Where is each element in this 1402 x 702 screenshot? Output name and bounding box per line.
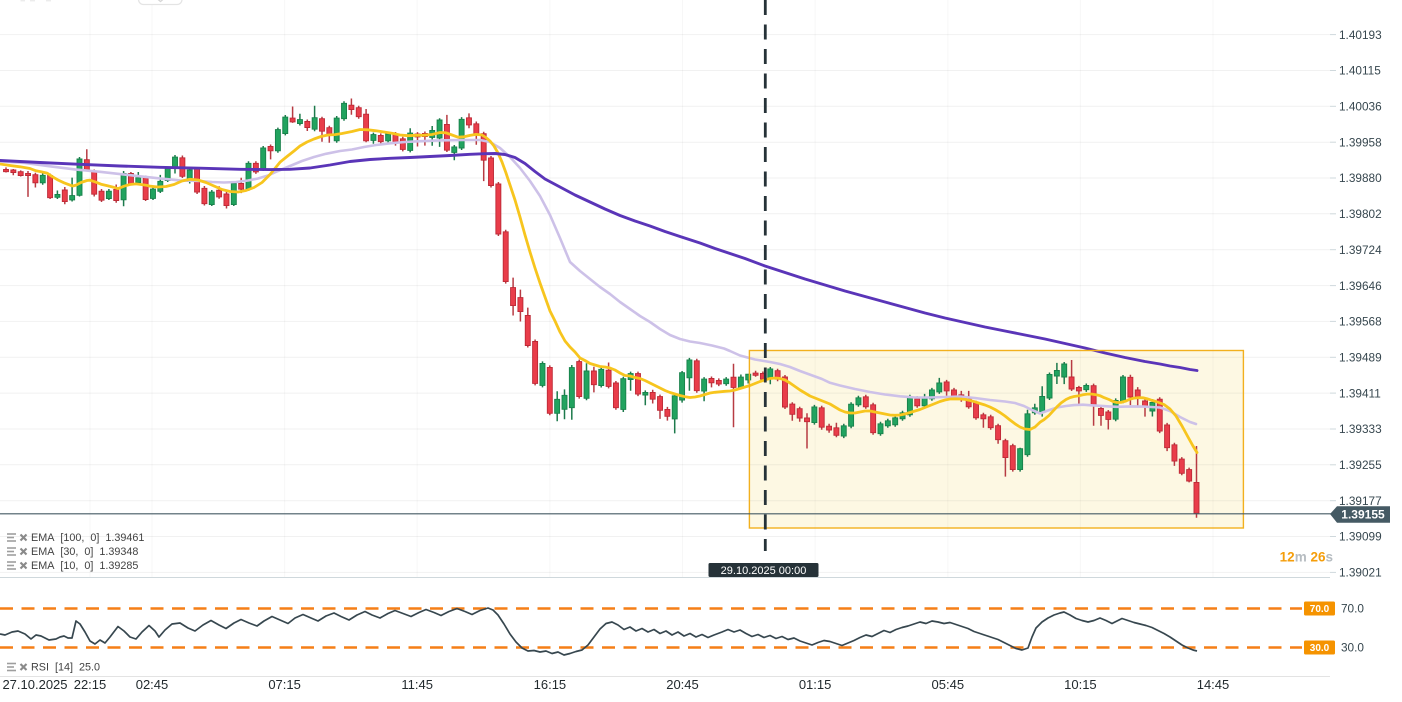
svg-text:1.40193: 1.40193 bbox=[1339, 28, 1382, 42]
svg-text:1.39255: 1.39255 bbox=[1339, 458, 1382, 472]
svg-text:07:15: 07:15 bbox=[268, 677, 301, 692]
svg-text:1.39021: 1.39021 bbox=[1339, 566, 1382, 580]
svg-text:16:15: 16:15 bbox=[534, 677, 567, 692]
svg-text:22:15: 22:15 bbox=[74, 677, 107, 692]
svg-text:20:45: 20:45 bbox=[666, 677, 699, 692]
svg-text:1.39802: 1.39802 bbox=[1339, 207, 1382, 221]
svg-text:1.39155: 1.39155 bbox=[1341, 508, 1385, 522]
svg-text:1.39333: 1.39333 bbox=[1339, 422, 1382, 436]
svg-text:29.10.2025 00:00: 29.10.2025 00:00 bbox=[721, 565, 807, 577]
svg-text:27.10.2025: 27.10.2025 bbox=[2, 677, 67, 692]
svg-text:1.39880: 1.39880 bbox=[1339, 171, 1382, 185]
svg-text:30.0: 30.0 bbox=[1310, 643, 1330, 654]
svg-text:70.0: 70.0 bbox=[1310, 604, 1330, 615]
svg-text:1.39489: 1.39489 bbox=[1339, 351, 1382, 365]
svg-text:10:15: 10:15 bbox=[1064, 677, 1097, 692]
svg-text:70.0: 70.0 bbox=[1341, 602, 1364, 616]
svg-text:1.40036: 1.40036 bbox=[1339, 100, 1382, 114]
svg-text:1.40115: 1.40115 bbox=[1339, 64, 1381, 78]
svg-text:EMA [30, 0] 1.39348: EMA [30, 0] 1.39348 bbox=[31, 546, 138, 558]
svg-text:RSI [14] 25.0: RSI [14] 25.0 bbox=[31, 662, 100, 674]
svg-text:EMA [100, 0] 1.39461: EMA [100, 0] 1.39461 bbox=[31, 532, 144, 544]
svg-text:1.39724: 1.39724 bbox=[1339, 243, 1382, 257]
svg-text:01:15: 01:15 bbox=[799, 677, 832, 692]
svg-text:1.39411: 1.39411 bbox=[1339, 386, 1381, 400]
svg-text:EMA [10, 0] 1.39285: EMA [10, 0] 1.39285 bbox=[31, 560, 138, 572]
svg-text:1.39099: 1.39099 bbox=[1339, 530, 1382, 544]
svg-text:12m 26s: 12m 26s bbox=[1280, 550, 1333, 565]
svg-text:14:45: 14:45 bbox=[1197, 677, 1230, 692]
svg-text:02:45: 02:45 bbox=[136, 677, 169, 692]
svg-text:1.39177: 1.39177 bbox=[1339, 494, 1382, 508]
svg-text:1.39568: 1.39568 bbox=[1339, 315, 1382, 329]
svg-text:1.39646: 1.39646 bbox=[1339, 279, 1382, 293]
svg-text:05:45: 05:45 bbox=[932, 677, 965, 692]
svg-text:11:45: 11:45 bbox=[401, 677, 433, 692]
svg-text:30.0: 30.0 bbox=[1341, 641, 1364, 655]
svg-text:1.39958: 1.39958 bbox=[1339, 135, 1382, 149]
